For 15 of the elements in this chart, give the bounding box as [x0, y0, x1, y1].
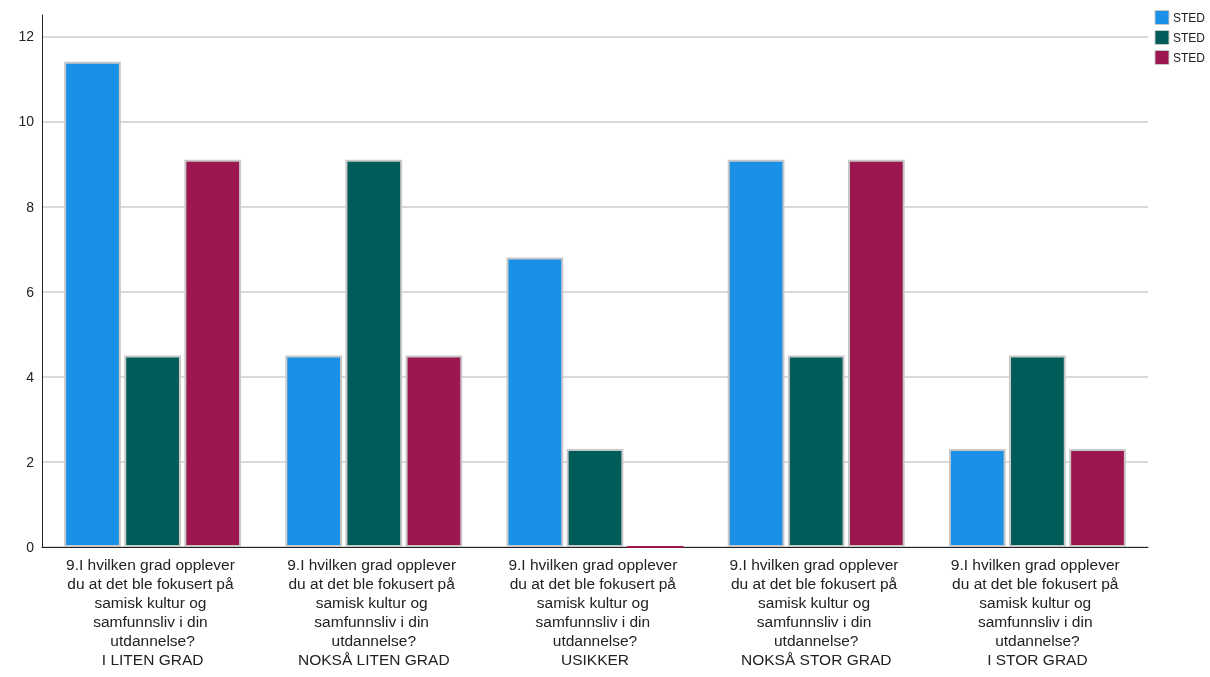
legend-label: STED [1173, 30, 1206, 45]
legend-label: STED [1173, 50, 1206, 65]
x-tick-label: 9.I hvilken grad opplever du at det ble fokusert på samisk kultur og samfunnsliv i din utdannelse? I LITEN GRAD [66, 556, 240, 668]
x-tick-label: 9.I hvilken grad opplever du at det ble fokusert på samisk kultur og samfunnsliv i din utdannelse? USIKKER [508, 556, 682, 668]
x-tick-label: 9.I hvilken grad opplever du at det ble fokusert på samisk kultur og samfunnsliv i din utdannelse? I STOR GRAD [950, 556, 1124, 668]
x-tick-label: 9.I hvilken grad opplever du at det ble fokusert på samisk kultur og samfunnsliv i din utdannelse? NOKSÅ STOR GRAD [729, 556, 903, 668]
y-tick-label: 0 [26, 539, 35, 555]
y-tick-label: 10 [18, 113, 35, 130]
x-tick-label: 9.I hvilken grad opplever du at det ble fokusert på samisk kultur og samfunnsliv i din utdannelse? NOKSÅ LITEN GRAD [287, 556, 461, 668]
y-tick-label: 12 [18, 28, 35, 45]
y-tick-label: 6 [26, 283, 35, 300]
legend-label: STED [1173, 10, 1206, 25]
y-tick-label: 2 [26, 453, 35, 470]
y-tick-label: 4 [26, 368, 35, 385]
y-tick-label: 8 [26, 198, 35, 215]
